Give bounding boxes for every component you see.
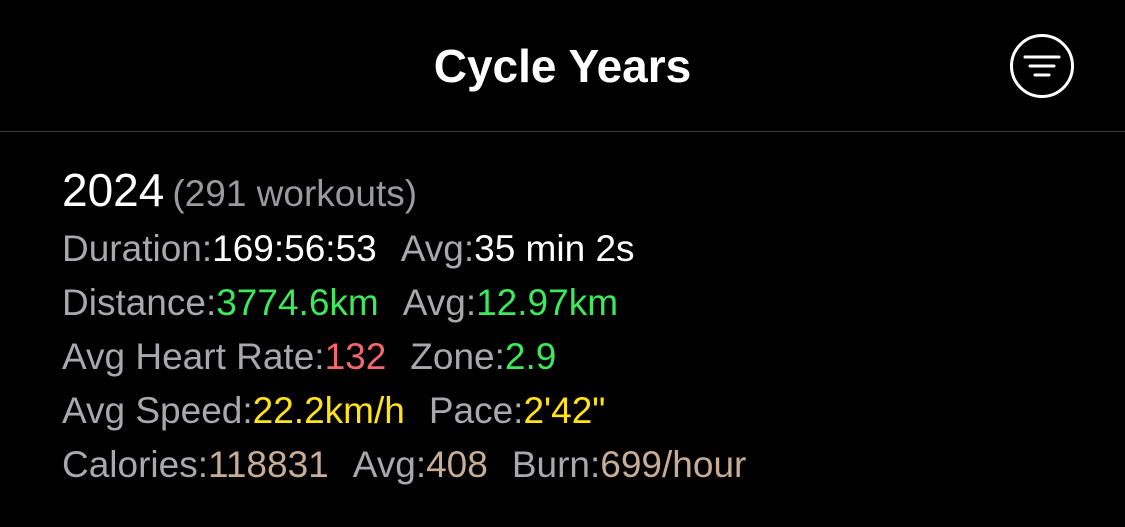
workouts-count: (291 workouts) (172, 173, 418, 214)
speed-row: Avg Speed:22.2km/h Pace:2'42" (62, 384, 1102, 438)
calories-label: Calories: (62, 444, 208, 485)
year-header: 2024 (291 workouts) (62, 158, 1102, 222)
burn-label: Burn: (511, 444, 601, 485)
year-card[interactable]: 2024 (291 workouts) Duration:169:56:53 Avg… (62, 158, 1102, 492)
distance-avg-label: Avg: (402, 282, 477, 323)
nav-bar: Cycle Years (0, 0, 1125, 132)
duration-avg-value: 35 min 2s (474, 228, 635, 269)
distance-avg-value: 12.97km (476, 282, 619, 323)
heart-rate-label: Avg Heart Rate: (62, 336, 325, 377)
heart-rate-row: Avg Heart Rate:132 Zone:2.9 (62, 330, 1102, 384)
zone-value: 2.9 (504, 336, 557, 377)
duration-avg-label: Avg: (400, 228, 475, 269)
page-title: Cycle Years (433, 40, 692, 92)
duration-row: Duration:169:56:53 Avg:35 min 2s (62, 222, 1102, 276)
speed-label: Avg Speed: (62, 390, 253, 431)
calories-avg-value: 408 (426, 444, 488, 485)
pace-label: Pace: (428, 390, 524, 431)
distance-value: 3774.6km (216, 282, 379, 323)
zone-label: Zone: (410, 336, 505, 377)
year-value: 2024 (62, 164, 165, 216)
duration-value: 169:56:53 (212, 228, 377, 269)
duration-label: Duration: (62, 228, 213, 269)
calories-row: Calories:118831 Avg:408 Burn:699/hour (62, 438, 1102, 492)
filter-button[interactable] (1010, 34, 1074, 98)
filter-lines-icon (1023, 55, 1061, 77)
pace-value: 2'42" (523, 390, 606, 431)
speed-value: 22.2km/h (252, 390, 405, 431)
nav-divider (0, 131, 1125, 132)
calories-avg-label: Avg: (352, 444, 427, 485)
distance-label: Distance: (62, 282, 217, 323)
heart-rate-value: 132 (324, 336, 387, 377)
distance-row: Distance:3774.6km Avg:12.97km (62, 276, 1102, 330)
calories-value: 118831 (208, 444, 329, 485)
burn-value: 699/hour (600, 444, 747, 485)
